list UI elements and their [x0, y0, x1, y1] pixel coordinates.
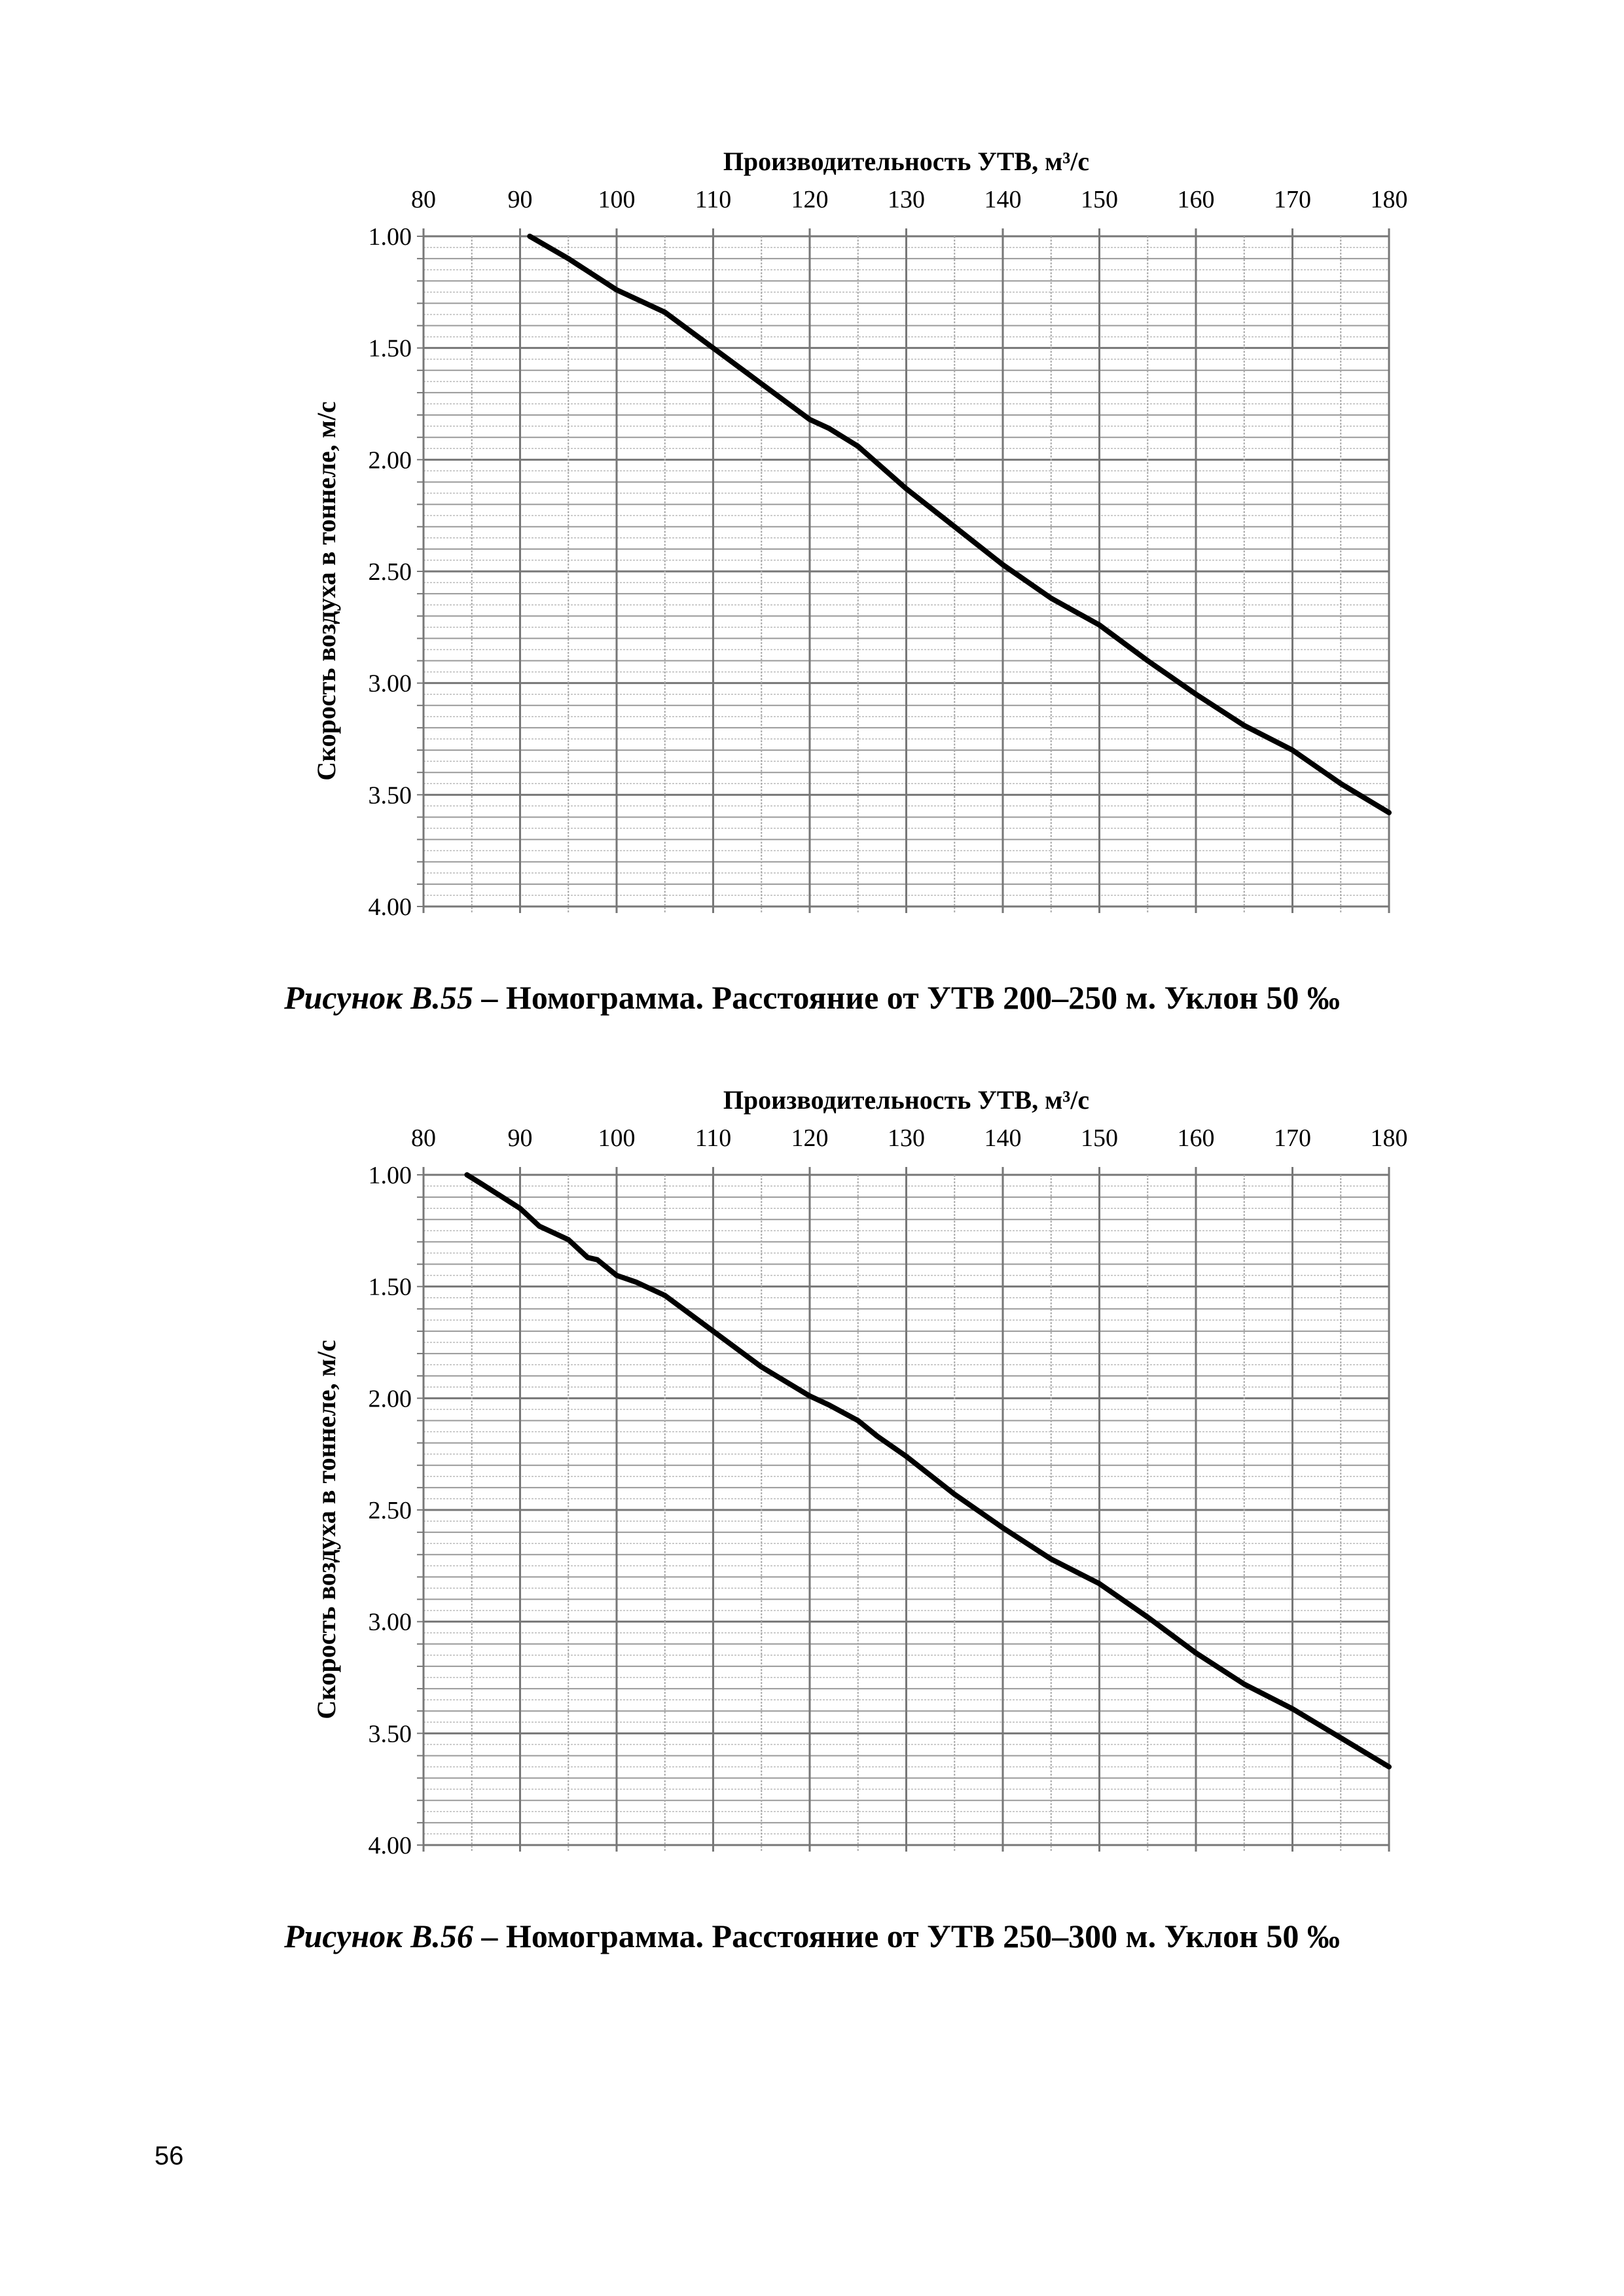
x-tick-label: 110 [695, 186, 732, 213]
data-curve [527, 234, 1392, 816]
y-tick-label: 4.00 [369, 1832, 412, 1859]
y-axis-title: Скорость воздуха в тоннеле, м/с [312, 401, 341, 780]
y-axis-title: Скорость воздуха в тоннеле, м/с [312, 1340, 341, 1719]
caption-text: – Номограмма. Расстояние от УТВ 250–300 … [473, 1918, 1340, 1954]
y-tick-label: 3.00 [369, 1609, 412, 1636]
x-tick-label: 80 [411, 1124, 436, 1152]
y-tick-label: 2.50 [369, 558, 412, 586]
x-tick-label: 100 [598, 1124, 636, 1152]
caption-b55: Рисунок В.55 – Номограмма. Расстояние от… [0, 978, 1624, 1016]
x-tick-label: 160 [1178, 1124, 1215, 1152]
y-tick-label: 3.50 [369, 781, 412, 809]
nomogram-chart-b56: 80 90 100 110 120 130 140 150 160 170 180 1.00 1.50 2… [0, 1069, 1624, 1920]
x-tick-label: 180 [1371, 186, 1408, 213]
y-tick-label: 2.00 [369, 446, 412, 474]
x-tick-label: 170 [1274, 186, 1311, 213]
y-tick-label: 1.50 [369, 1274, 412, 1301]
y-tick-label: 1.00 [369, 223, 412, 251]
x-tick-label: 140 [984, 1124, 1022, 1152]
x-axis-title: Производительность УТВ, м³/с [723, 147, 1089, 176]
x-tick-label: 150 [1081, 1124, 1118, 1152]
y-tick-label: 3.50 [369, 1720, 412, 1748]
caption-figure-label: Рисунок В.56 [284, 1918, 473, 1954]
x-tick-label: 110 [695, 1124, 732, 1152]
y-tick-label: 4.00 [369, 893, 412, 921]
x-tick-label: 130 [888, 1124, 925, 1152]
x-tick-label: 140 [984, 186, 1022, 213]
x-tick-label: 80 [411, 186, 436, 213]
x-tick-label: 180 [1371, 1124, 1408, 1152]
x-tick-label: 150 [1081, 186, 1118, 213]
chart-svg: 80 90 100 110 120 130 140 150 160 170 180 1.00 1.50 2… [312, 1085, 1408, 1859]
y-tick-label: 2.00 [369, 1385, 412, 1412]
y-tick-label: 2.50 [369, 1497, 412, 1524]
caption-text: – Номограмма. Расстояние от УТВ 200–250 … [473, 979, 1340, 1016]
y-tick-label: 1.00 [369, 1162, 412, 1189]
page-number: 56 [154, 2142, 184, 2170]
x-tick-label: 160 [1178, 186, 1215, 213]
caption-figure-label: Рисунок В.55 [284, 979, 473, 1016]
y-tick-label: 1.50 [369, 335, 412, 363]
x-tick-label: 100 [598, 186, 636, 213]
caption-b56: Рисунок В.56 – Номограмма. Расстояние от… [0, 1917, 1624, 1955]
data-curve [464, 1172, 1392, 1770]
x-axis-title: Производительность УТВ, м³/с [723, 1085, 1089, 1115]
x-tick-label: 90 [508, 1124, 533, 1152]
nomogram-chart-b55: 80 90 100 110 120 130 140 150 160 170 180 1.00 1.50 2… [0, 131, 1624, 982]
x-tick-label: 90 [508, 186, 533, 213]
x-tick-label: 130 [888, 186, 925, 213]
chart-svg: 80 90 100 110 120 130 140 150 160 170 180 1.00 1.50 2… [312, 147, 1408, 921]
y-tick-label: 3.00 [369, 670, 412, 698]
x-tick-label: 120 [791, 1124, 829, 1152]
x-tick-label: 120 [791, 186, 829, 213]
x-tick-label: 170 [1274, 1124, 1311, 1152]
